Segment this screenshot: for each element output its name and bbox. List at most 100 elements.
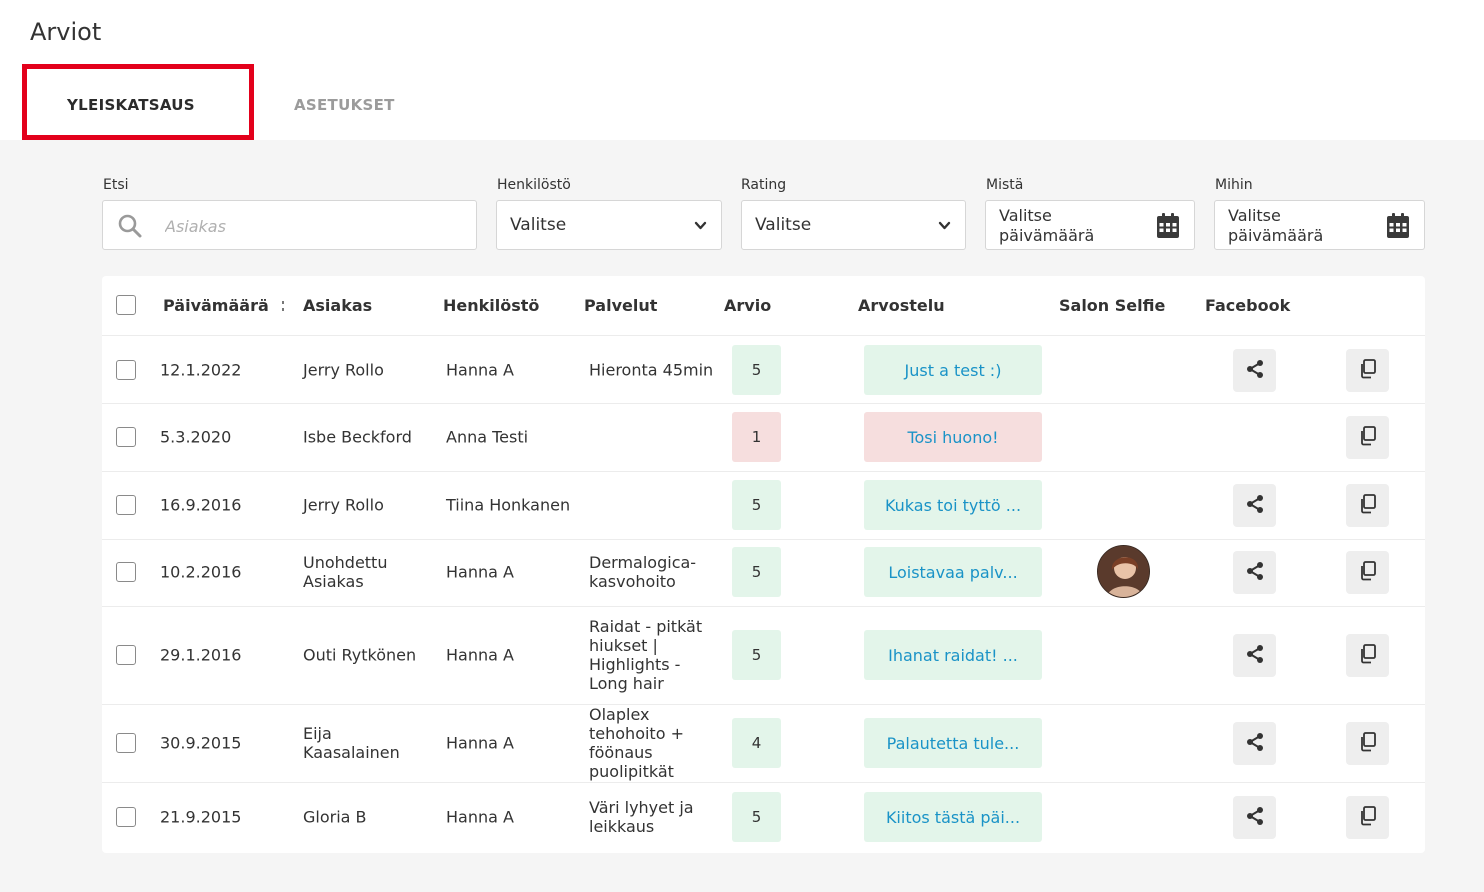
row-checkbox[interactable] [116,733,136,753]
cell-staff: Hanna A [446,562,514,582]
rating-badge: 4 [732,718,781,768]
rating-badge: 5 [732,480,781,530]
copy-button[interactable] [1346,551,1389,594]
page-title: Arviot [30,18,102,46]
active-tab-highlight [22,64,254,140]
from-date-label: Mistä [986,177,1024,193]
row-divider [102,704,1425,705]
copy-button[interactable] [1346,634,1389,677]
cell-date: 30.9.2015 [160,733,242,753]
copy-button[interactable] [1346,416,1389,459]
row-divider [102,335,1425,336]
facebook-share-button[interactable] [1233,796,1276,839]
rating-filter-label: Rating [741,177,787,193]
search-field[interactable] [102,200,477,250]
header-rating: Arvio [724,296,772,315]
facebook-share-button[interactable] [1233,484,1276,527]
row-divider [102,782,1425,783]
header-review: Arvostelu [858,296,945,315]
cell-date: 29.1.2016 [160,645,242,665]
to-date-picker[interactable]: Valitse päivämäärä [1214,200,1425,250]
facebook-share-button[interactable] [1233,349,1276,392]
cell-staff: Hanna A [446,733,514,753]
cell-date: 5.3.2020 [160,427,232,447]
header-customer: Asiakas [303,296,373,315]
search-input[interactable] [165,213,465,239]
header-facebook: Facebook [1205,296,1291,315]
cell-services: Hieronta 45min [589,360,714,380]
staff-select[interactable]: Valitse [496,200,722,250]
rating-select[interactable]: Valitse [741,200,966,250]
row-checkbox[interactable] [116,427,136,447]
copy-button[interactable] [1346,722,1389,765]
copy-button[interactable] [1346,484,1389,527]
review-link[interactable]: Ihanat raidat! ... [864,630,1042,680]
cell-services: Väri lyhyet ja leikkaus [589,798,694,836]
select-all-checkbox[interactable] [116,295,136,315]
header-date[interactable]: Päivämäärä [163,296,269,315]
rating-badge: 5 [732,547,781,597]
calendar-icon [1157,213,1179,238]
search-icon [118,214,142,238]
row-checkbox[interactable] [116,495,136,515]
share-icon [1245,494,1265,518]
copy-icon [1359,731,1377,756]
row-divider [102,403,1425,404]
review-link[interactable]: Kiitos tästä päi... [864,792,1042,842]
row-divider [102,539,1425,540]
facebook-share-button[interactable] [1233,634,1276,677]
header-services: Palvelut [584,296,658,315]
cell-date: 21.9.2015 [160,807,242,827]
cell-staff: Hanna A [446,360,514,380]
header-staff: Henkilöstö [443,296,540,315]
copy-button[interactable] [1346,349,1389,392]
copy-button[interactable] [1346,796,1389,839]
cell-staff: Hanna A [446,645,514,665]
header-salon-selfie: Salon Selfie [1059,296,1166,315]
cell-customer: Isbe Beckford [303,427,412,447]
row-checkbox[interactable] [116,562,136,582]
cell-customer: Outi Rytkönen [303,645,417,665]
calendar-icon [1387,213,1409,238]
cell-staff: Anna Testi [446,427,529,447]
cell-customer: Gloria B [303,807,367,827]
cell-services: Olaplex tehohoito + föönaus puolipitkät [589,705,684,781]
review-link[interactable]: Loistavaa palv... [864,547,1042,597]
tab-settings[interactable]: ASETUKSET [294,96,395,114]
search-label: Etsi [103,177,129,193]
cell-date: 10.2.2016 [160,562,242,582]
copy-icon [1359,805,1377,830]
review-link[interactable]: Palautetta tule... [864,718,1042,768]
copy-icon [1359,358,1377,383]
row-divider [102,471,1425,472]
sort-icon[interactable] [279,300,287,312]
from-date-value: Valitse päivämäärä [999,206,1095,245]
share-icon [1245,806,1265,830]
tab-overview[interactable]: YLEISKATSAUS [67,96,195,114]
cell-date: 12.1.2022 [160,360,242,380]
cell-customer: Jerry Rollo [303,495,384,515]
rating-badge: 5 [732,345,781,395]
row-checkbox[interactable] [116,645,136,665]
copy-icon [1359,493,1377,518]
cell-customer: Unohdettu Asiakas [303,553,388,591]
copy-icon [1359,643,1377,668]
row-checkbox[interactable] [116,360,136,380]
row-checkbox[interactable] [116,807,136,827]
cell-date: 16.9.2016 [160,495,242,515]
facebook-share-button[interactable] [1233,551,1276,594]
copy-icon [1359,560,1377,585]
chevron-down-icon [694,221,707,230]
review-link[interactable]: Kukas toi tyttö ... [864,480,1042,530]
cell-customer: Eija Kaasalainen [303,724,400,762]
cell-staff: Tiina Honkanen [446,495,571,515]
to-date-label: Mihin [1215,177,1253,193]
cell-services: Raidat - pitkät hiukset | Highlights - L… [589,617,703,693]
avatar[interactable] [1097,545,1150,598]
review-link[interactable]: Just a test :) [864,345,1042,395]
facebook-share-button[interactable] [1233,722,1276,765]
staff-filter-label: Henkilöstö [497,177,571,193]
share-icon [1245,561,1265,585]
from-date-picker[interactable]: Valitse päivämäärä [985,200,1195,250]
review-link[interactable]: Tosi huono! [864,412,1042,462]
